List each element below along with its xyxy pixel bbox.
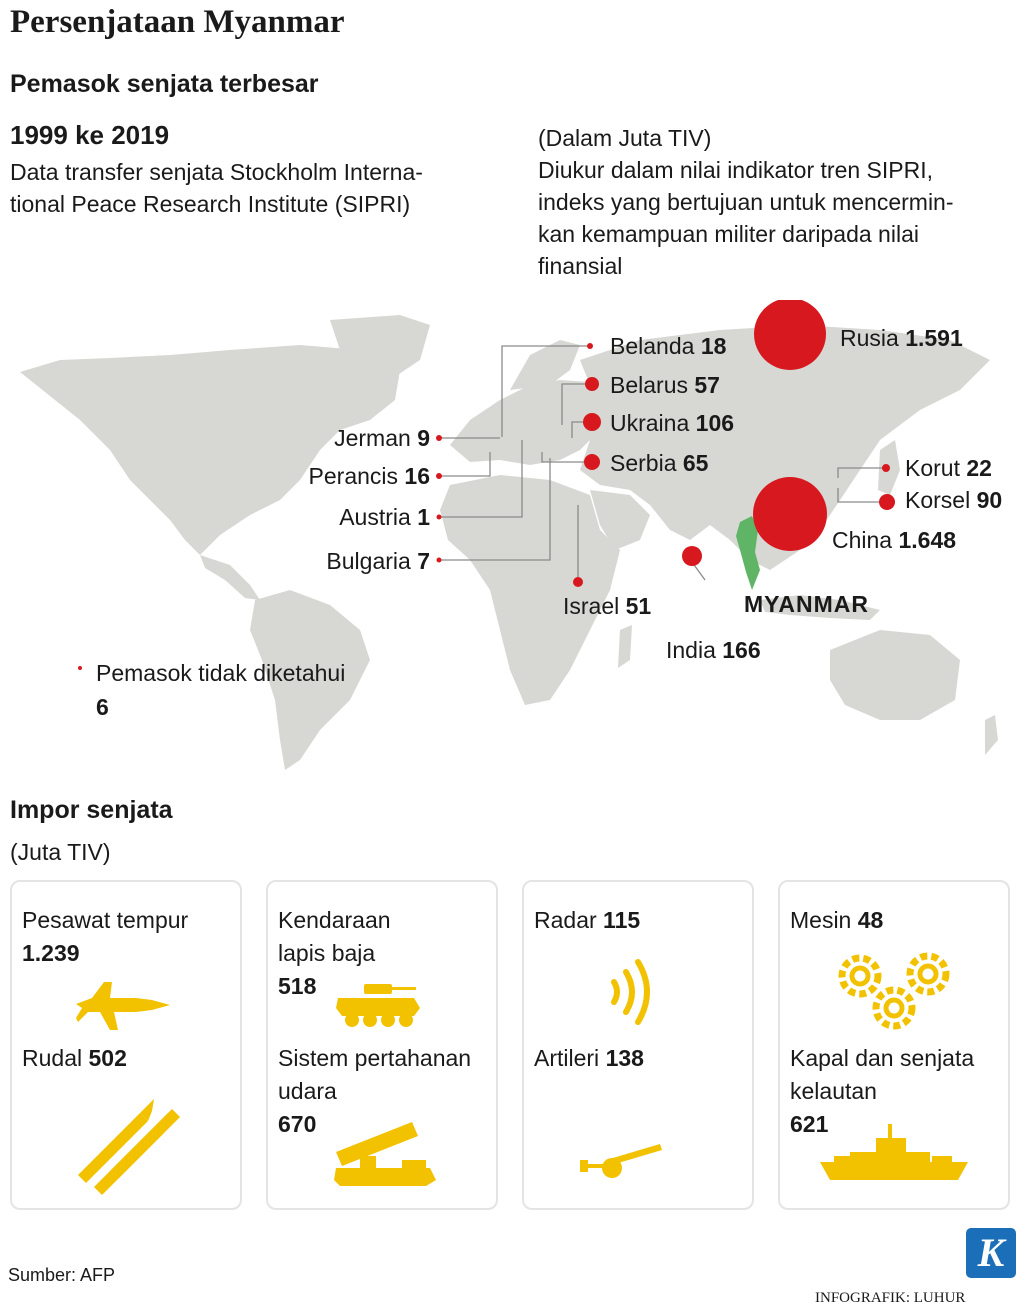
page-title: Persenjataan Myanmar (10, 4, 345, 40)
source-note: Sumber: AFP (8, 1265, 116, 1285)
import-card-1: Pesawat tempur 1.239 Rudal 502 (10, 880, 242, 1210)
item-armored-vehicles: Kendaraan lapis baja 518 (278, 907, 391, 999)
label-perancis: Perancis 16 (308, 463, 430, 489)
line-austria (440, 440, 523, 518)
label-belarus: Belarus 57 (610, 372, 720, 398)
line-ukraina (571, 421, 588, 438)
africa (440, 475, 620, 705)
item-ships: Kapal dan senjata kelautan 621 (790, 1045, 975, 1137)
item-artillery: Artileri 138 (534, 1045, 644, 1071)
marker-ukraina (583, 413, 601, 431)
label-korut: Korut 22 (905, 455, 992, 481)
kompas-logo: K (966, 1228, 1016, 1278)
marker-rusia (754, 300, 826, 370)
label-india: India 166 (666, 637, 761, 663)
north-america (20, 345, 400, 555)
section-title-suppliers: Pemasok senjata terbesar (10, 70, 319, 98)
line-belanda (501, 345, 588, 437)
label-myanmar: MYANMAR (744, 591, 869, 617)
label-korsel: Korsel 90 (905, 487, 1003, 513)
central-america (200, 555, 260, 600)
label-serbia: Serbia 65 (610, 450, 709, 476)
line-korsel (837, 488, 884, 503)
label-china: China 1.648 (832, 527, 957, 553)
marker-israel (573, 577, 583, 587)
marker-belanda (587, 343, 593, 349)
line-belarus (561, 383, 588, 425)
radar-icon (611, 959, 650, 1025)
land-masses (20, 315, 998, 770)
marker-bulgaria (436, 557, 442, 563)
label-ukraina: Ukraina 106 (610, 410, 735, 436)
greenland (330, 315, 430, 380)
item-radar: Radar 115 (534, 907, 641, 933)
label-bulgaria: Bulgaria 7 (326, 548, 430, 574)
unit-description: (Dalam Juta TIV) Diukur dalam nilai indi… (538, 122, 1018, 282)
arabia (590, 490, 650, 550)
artillery-icon (580, 1144, 662, 1178)
marker-unknown (78, 666, 82, 670)
label-belanda: Belanda 18 (610, 333, 727, 359)
air-defense-icon (334, 1122, 436, 1186)
infographic-credit: INFOGRAFIK: LUHUR (815, 1290, 966, 1306)
armored-vehicle-icon (336, 984, 420, 1027)
myanmar-region (736, 516, 760, 590)
label-rusia: Rusia 1.591 (840, 325, 963, 351)
marker-india (682, 546, 702, 566)
import-card-3: Radar 115 Artileri 138 (522, 880, 754, 1210)
section-title-imports: Impor senjata (10, 796, 173, 824)
marker-korsel (879, 494, 895, 510)
leader-lines (440, 345, 884, 582)
marker-austria (436, 514, 442, 520)
label-jerman: Jerman 9 (334, 425, 430, 451)
marker-jerman (436, 435, 442, 441)
item-air-defense: Sistem pertahanan udara 670 (278, 1045, 472, 1137)
imports-unit: (Juta TIV) (10, 839, 111, 865)
europe (450, 380, 610, 465)
fighter-jet-icon (76, 982, 170, 1030)
item-fighter-jets: Pesawat tempur 1.239 (22, 907, 189, 966)
marker-perancis (436, 473, 442, 479)
new-zealand (985, 715, 998, 755)
period-label: 1999 ke 2019 (10, 120, 170, 150)
item-engines: Mesin 48 (790, 907, 884, 933)
import-card-4: Mesin 48 Kapal dan senjata kelautan 621 (778, 880, 1010, 1210)
australia (830, 630, 960, 720)
warship-icon (820, 1124, 968, 1180)
marker-serbia (584, 454, 600, 470)
marker-china (753, 477, 827, 551)
line-korut (837, 467, 884, 478)
marker-korut (882, 464, 890, 472)
asia (580, 325, 990, 570)
label-austria: Austria 1 (339, 504, 430, 530)
label-israel: Israel 51 (563, 593, 652, 619)
line-perancis (440, 452, 491, 477)
scandinavia (510, 340, 580, 390)
line-bulgaria (440, 458, 551, 561)
indonesia (760, 595, 880, 620)
item-missiles: Rudal 502 (22, 1045, 127, 1071)
south-america (250, 590, 370, 770)
data-description: Data transfer senjata Stockholm Interna-… (10, 159, 423, 217)
import-card-2: Kendaraan lapis baja 518 Sistem pertahan… (266, 880, 498, 1210)
world-map (20, 300, 998, 770)
line-serbia (541, 452, 588, 463)
madagascar (618, 625, 632, 668)
gears-icon (838, 952, 950, 1030)
label-unknown-supplier: Pemasok tidak diketahui 6 (96, 660, 346, 720)
missile-icon (78, 1099, 180, 1195)
marker-belarus (585, 377, 599, 391)
markers (78, 300, 895, 670)
unit-label: (Dalam Juta TIV) (538, 125, 712, 151)
